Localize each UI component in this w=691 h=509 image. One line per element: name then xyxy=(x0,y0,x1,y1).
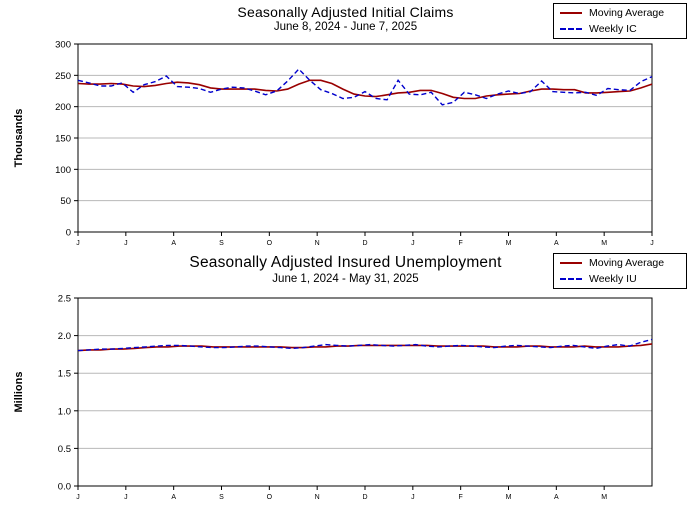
legend: Moving Average Weekly IC xyxy=(553,3,687,39)
svg-text:0.5: 0.5 xyxy=(58,444,71,455)
svg-text:A: A xyxy=(554,494,559,501)
svg-text:O: O xyxy=(267,240,273,247)
svg-text:150: 150 xyxy=(55,134,71,145)
svg-text:M: M xyxy=(601,494,607,501)
svg-text:D: D xyxy=(362,240,367,247)
svg-text:J: J xyxy=(411,494,415,501)
weekly-ic-line-icon xyxy=(560,28,582,30)
legend-label-weekly-iu: Weekly IU xyxy=(589,273,637,285)
svg-text:250: 250 xyxy=(55,71,71,82)
svg-text:J: J xyxy=(124,494,128,501)
svg-text:1.0: 1.0 xyxy=(58,406,71,417)
svg-text:A: A xyxy=(171,240,176,247)
y-axis-label-thousands: Thousands xyxy=(13,108,25,168)
svg-text:M: M xyxy=(601,240,607,247)
svg-text:1.5: 1.5 xyxy=(58,369,71,380)
y-axis-label-millions: Millions xyxy=(13,371,25,413)
weekly-iu-line-icon xyxy=(560,278,582,280)
svg-text:0.0: 0.0 xyxy=(58,482,71,493)
svg-text:F: F xyxy=(459,240,463,247)
insured-unemployment-plot-area: 2.5 2.0 1.5 1.0 0.5 0.0 J J A S O N D J F M A M xyxy=(58,294,653,501)
svg-text:S: S xyxy=(219,240,224,247)
svg-text:J: J xyxy=(411,240,415,247)
svg-text:N: N xyxy=(315,494,320,501)
moving-average-line-icon xyxy=(560,262,582,264)
insured-unemployment-chart: 2.5 2.0 1.5 1.0 0.5 0.0 J J A S O N D J F M A M Seasonall… xyxy=(0,250,691,509)
svg-text:300: 300 xyxy=(55,40,71,51)
svg-text:J: J xyxy=(650,240,654,247)
legend-label-weekly-ic: Weekly IC xyxy=(589,23,637,35)
svg-text:2.5: 2.5 xyxy=(58,294,71,305)
svg-text:J: J xyxy=(76,494,80,501)
legend-label-moving-average: Moving Average xyxy=(589,257,665,269)
svg-text:J: J xyxy=(124,240,128,247)
svg-text:100: 100 xyxy=(55,165,71,176)
legend: Moving Average Weekly IU xyxy=(553,253,687,289)
legend-label-moving-average: Moving Average xyxy=(589,7,665,19)
svg-text:O: O xyxy=(267,494,273,501)
legend-item-weekly-iu: Weekly IU xyxy=(560,273,680,285)
svg-text:F: F xyxy=(459,494,463,501)
svg-text:D: D xyxy=(362,494,367,501)
legend-item-moving-average: Moving Average xyxy=(560,257,680,269)
initial-claims-chart: 300 250 200 150 100 50 0 J J A S O N D J F M A M J Seasonal… xyxy=(0,0,691,250)
svg-text:M: M xyxy=(506,240,512,247)
svg-text:S: S xyxy=(219,494,224,501)
svg-text:J: J xyxy=(76,240,80,247)
svg-text:50: 50 xyxy=(60,196,71,207)
legend-item-weekly-ic: Weekly IC xyxy=(560,23,680,35)
svg-text:A: A xyxy=(171,494,176,501)
svg-text:0: 0 xyxy=(66,228,71,239)
svg-text:A: A xyxy=(554,240,559,247)
svg-text:N: N xyxy=(315,240,320,247)
moving-average-line-icon xyxy=(560,12,582,14)
svg-text:200: 200 xyxy=(55,102,71,113)
svg-text:M: M xyxy=(506,494,512,501)
legend-item-moving-average: Moving Average xyxy=(560,7,680,19)
svg-text:2.0: 2.0 xyxy=(58,331,71,342)
